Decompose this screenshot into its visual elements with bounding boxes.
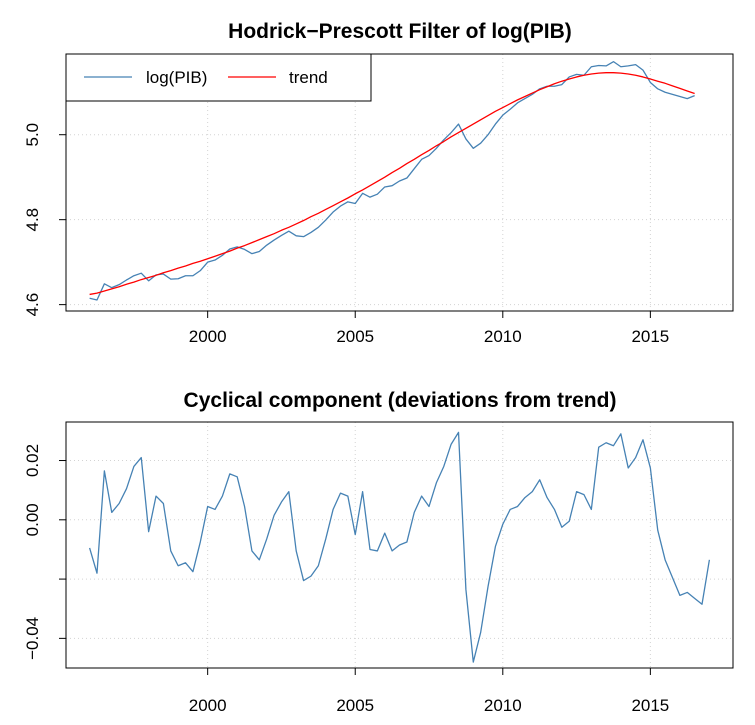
series-layer [88,431,711,663]
legend: log(PIB) trend [65,53,372,102]
x-tick-label: 2000 [189,327,227,346]
x-tick-label: 2005 [336,327,374,346]
panel-hp-filter: Hodrick−Prescott Filter of log(PIB) 2000… [23,20,734,346]
series-layer [89,61,695,301]
y-tick-label: 4.8 [23,208,42,232]
y-tick-label: −0.04 [23,617,42,660]
x-tick-label: 2000 [189,696,227,715]
y-tick-label: 0.00 [23,503,42,536]
panel-cyclical: Cyclical component (deviations from tren… [23,389,734,715]
x-tick-label: 2010 [484,696,522,715]
chart-title: Cyclical component (deviations from tren… [184,389,617,412]
axes: 2000 2005 2010 2015 −0.04 0.00 0.02 [23,444,669,715]
legend-label-trend: trend [289,68,328,87]
series-line-log-pib [89,61,695,301]
chart-title: Hodrick−Prescott Filter of log(PIB) [228,20,572,43]
series-line-trend [89,72,695,296]
x-tick-label: 2015 [631,696,669,715]
x-tick-label: 2015 [631,327,669,346]
y-tick-label: 5.0 [23,123,42,147]
series-line-cycle [88,431,711,663]
grid [66,422,733,668]
x-tick-label: 2005 [336,696,374,715]
grid [66,54,733,311]
x-tick-label: 2010 [484,327,522,346]
axes: 2000 2005 2010 2015 4.6 4.8 5.0 [23,123,669,346]
y-tick-label: 0.02 [23,444,42,477]
y-tick-label: 4.6 [23,293,42,317]
legend-label-log-pib: log(PIB) [146,68,207,87]
